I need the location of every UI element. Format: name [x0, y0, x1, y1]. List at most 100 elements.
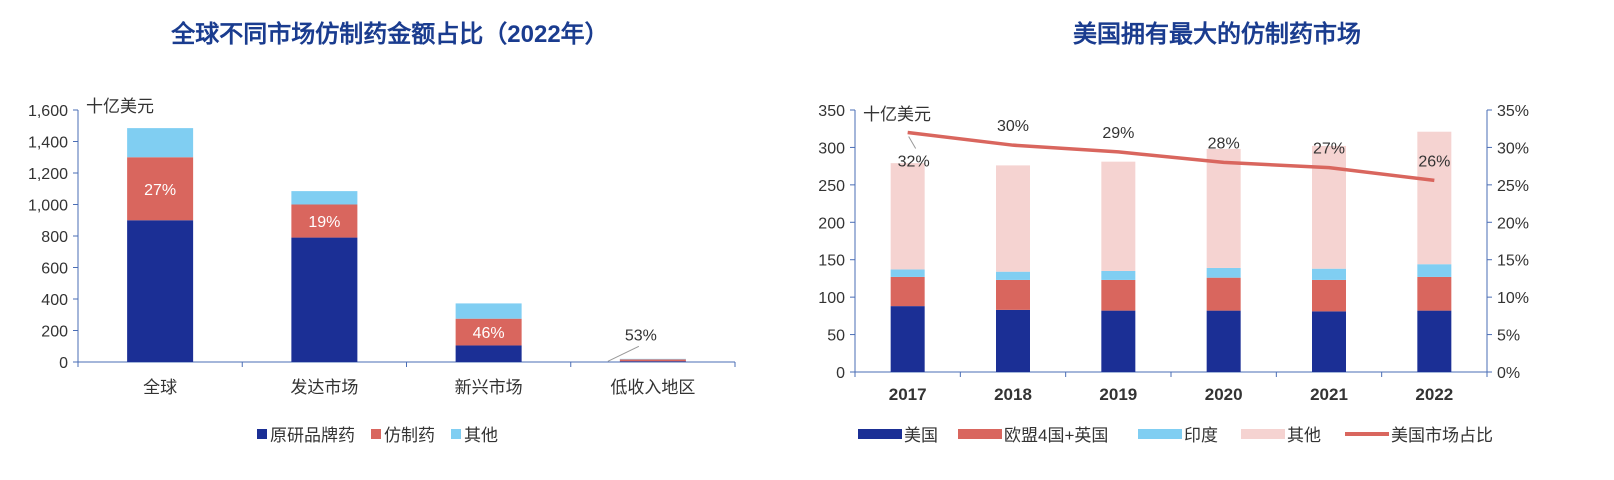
legend-label: 美国	[904, 426, 938, 445]
bar-segment	[996, 309, 1030, 372]
category-label: 低收入地区	[610, 378, 695, 397]
bar-segment	[619, 361, 686, 362]
legend-swatch	[1241, 429, 1285, 439]
share-label: 19%	[308, 214, 340, 231]
bar-segment	[890, 276, 925, 307]
bar-segment	[1417, 131, 1452, 265]
bar-segment	[1101, 279, 1136, 311]
chart-title-us: 美国拥有最大的仿制药市场	[1073, 21, 1361, 48]
category-label: 2018	[994, 385, 1032, 404]
y-tick-label: 100	[818, 290, 845, 307]
bar-segment	[890, 163, 925, 270]
y-tick-label: 50	[827, 328, 845, 345]
bar-segment	[996, 271, 1030, 280]
bar-segment	[1101, 161, 1136, 271]
category-label: 2022	[1415, 385, 1453, 404]
bar-segment	[619, 359, 686, 362]
bar-segment	[291, 204, 358, 238]
y-tick-label: 600	[41, 261, 68, 278]
bar-segment	[996, 279, 1030, 310]
bar-segment	[619, 358, 686, 360]
bar-segment	[291, 191, 358, 205]
bar-segment	[1206, 310, 1241, 372]
category-label: 发达市场	[290, 378, 358, 397]
category-label: 2020	[1205, 385, 1243, 404]
bar-segment	[1417, 276, 1452, 311]
y-tick-label: 200	[818, 215, 845, 232]
category-label: 全球	[143, 378, 177, 397]
bar-segment	[1101, 270, 1136, 280]
y-tick-label: 800	[41, 229, 68, 246]
bar-segment	[1312, 279, 1346, 312]
legend-swatch	[958, 429, 1002, 439]
line-label: 30%	[997, 118, 1029, 135]
legend-label: 欧盟4国+英国	[1004, 426, 1108, 445]
unit-label: 十亿美元	[86, 97, 154, 116]
category-label: 2021	[1310, 385, 1348, 404]
share-leader-line	[607, 345, 640, 362]
y-tick-label: 150	[818, 253, 845, 270]
share-label: 27%	[144, 182, 176, 199]
bar-segment	[1312, 311, 1346, 372]
bar-segment	[890, 306, 925, 372]
y2-tick-label: 20%	[1497, 215, 1529, 232]
bar-segment	[1312, 145, 1346, 269]
share-label: 53%	[625, 327, 657, 344]
bar-segment	[1417, 264, 1452, 277]
legend-label: 其他	[464, 426, 498, 445]
y2-tick-label: 30%	[1497, 140, 1529, 157]
line-label-leader	[908, 136, 917, 149]
bar-segment	[1101, 310, 1136, 372]
bar-segment	[291, 237, 358, 362]
line-label: 26%	[1418, 153, 1450, 170]
bar-segment	[1206, 148, 1241, 268]
y-tick-label: 400	[41, 292, 68, 309]
y2-tick-label: 5%	[1497, 328, 1520, 345]
legend-swatch	[451, 429, 461, 439]
bar-segment	[1206, 267, 1241, 278]
legend-swatch	[257, 429, 267, 439]
chart-title-global: 全球不同市场仿制药金额占比（2022年）	[171, 21, 609, 48]
y2-tick-label: 15%	[1497, 253, 1529, 270]
y-tick-label: 1,600	[28, 103, 68, 120]
line-label: 32%	[898, 153, 930, 170]
bar-segment	[455, 318, 522, 346]
legend-swatch	[1138, 429, 1182, 439]
legend-label: 原研品牌药	[270, 426, 355, 445]
y-tick-label: 0	[836, 365, 845, 382]
bar-segment	[455, 303, 522, 319]
y-tick-label: 200	[41, 324, 68, 341]
bar-segment	[127, 157, 194, 221]
bar-segment	[127, 220, 194, 362]
y-tick-label: 1,400	[28, 135, 68, 152]
category-label: 2017	[889, 385, 927, 404]
legend-swatch	[858, 429, 902, 439]
y-tick-label: 1,000	[28, 198, 68, 215]
share-line	[907, 130, 1435, 183]
share-label: 46%	[473, 325, 505, 342]
y-tick-label: 300	[818, 140, 845, 157]
y2-tick-label: 10%	[1497, 290, 1529, 307]
y-tick-label: 250	[818, 178, 845, 195]
category-label: 新兴市场	[455, 378, 523, 397]
bar-segment	[1206, 277, 1241, 311]
y-tick-label: 0	[59, 355, 68, 372]
bar-segment	[1312, 268, 1346, 280]
bar-segment	[455, 345, 522, 362]
legend-label: 美国市场占比	[1391, 426, 1493, 445]
legend-label: 其他	[1287, 426, 1321, 445]
y-tick-label: 1,200	[28, 166, 68, 183]
legend-label: 印度	[1184, 426, 1218, 445]
y2-tick-label: 0%	[1497, 365, 1520, 382]
legend-swatch	[371, 429, 381, 439]
bar-segment	[127, 128, 194, 158]
legend-label: 仿制药	[384, 426, 435, 445]
line-label: 27%	[1313, 141, 1345, 158]
bar-segment	[890, 269, 925, 277]
bar-segment	[996, 165, 1030, 272]
y-tick-label: 350	[818, 103, 845, 120]
y2-tick-label: 25%	[1497, 178, 1529, 195]
bar-segment	[1417, 310, 1452, 372]
y2-tick-label: 35%	[1497, 103, 1529, 120]
